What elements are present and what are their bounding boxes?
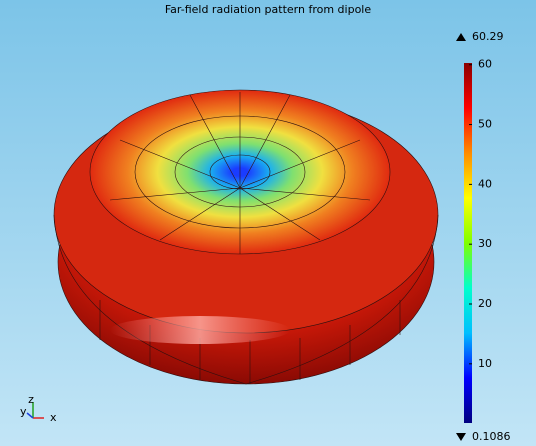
colorbar-tick-label: 10 xyxy=(478,357,492,370)
axis-label: z xyxy=(28,393,34,406)
axis-label: x xyxy=(50,411,57,424)
max-label: 60.29 xyxy=(472,30,504,43)
colorbar-tick-label: 60 xyxy=(478,58,492,71)
chart-title: Far-field radiation pattern from dipole xyxy=(165,3,372,16)
min-label: 0.1086 xyxy=(472,430,511,443)
colorbar-tick-label: 40 xyxy=(478,177,492,190)
colorbar xyxy=(464,63,472,423)
chart: Far-field radiation pattern from dipole … xyxy=(0,0,536,446)
dipole-surface xyxy=(54,90,438,384)
axis-label: y xyxy=(20,405,27,418)
colorbar-tick-label: 20 xyxy=(478,297,492,310)
colorbar-tick-label: 50 xyxy=(478,118,492,131)
colorbar-tick-label: 30 xyxy=(478,237,492,250)
